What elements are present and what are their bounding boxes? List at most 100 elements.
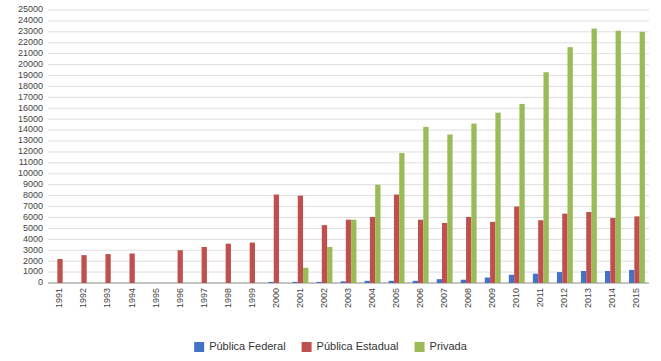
bar (226, 244, 231, 283)
bar (514, 207, 519, 283)
bar (351, 220, 356, 283)
bar (303, 268, 308, 283)
x-tick-label: 2001 (295, 288, 305, 308)
x-tick-label: 2015 (631, 288, 641, 308)
bar (629, 270, 634, 283)
grid-line (48, 173, 649, 174)
y-tick-label: 20000 (18, 59, 43, 69)
y-tick-label: 5000 (23, 223, 43, 233)
legend-swatch (415, 342, 425, 352)
bar (124, 283, 129, 284)
y-tick-label: 15000 (18, 114, 43, 124)
x-tick-label: 1998 (223, 288, 233, 308)
y-tick-label: 14000 (18, 124, 43, 134)
grid-line (48, 42, 649, 43)
x-tick-label: 2011 (535, 288, 545, 307)
bar (346, 220, 351, 283)
y-tick-label: 1000 (23, 266, 43, 276)
x-tick-label: 1991 (54, 288, 64, 308)
legend-item: Privada (415, 340, 468, 352)
y-tick-label: 16000 (18, 103, 43, 113)
x-tick-label: 2006 (415, 288, 425, 308)
bar (250, 243, 255, 283)
bar (196, 283, 201, 284)
chart-container: 0100020003000400050006000700080009000100… (0, 0, 661, 361)
bar (202, 247, 207, 283)
legend-swatch (302, 342, 312, 352)
bar (640, 32, 645, 283)
x-axis: 1991199219931994199519961997199819992000… (54, 288, 641, 308)
bar (413, 281, 418, 283)
y-tick-label: 13000 (18, 135, 43, 145)
x-tick-label: 1992 (78, 288, 88, 308)
bar (159, 283, 164, 284)
bar (298, 196, 303, 283)
bar (81, 255, 86, 283)
bar (509, 275, 514, 283)
bar (220, 283, 225, 284)
legend: Pública FederalPública EstadualPrivada (194, 340, 468, 352)
grid (48, 10, 649, 283)
grid-line (48, 217, 649, 218)
grid-line (48, 130, 649, 131)
bar (466, 217, 471, 283)
x-tick-label: 2003 (343, 288, 353, 308)
bar (519, 104, 524, 283)
y-tick-label: 23000 (18, 26, 43, 36)
y-tick-label: 10000 (18, 168, 43, 178)
bar (268, 282, 273, 283)
bar (394, 195, 399, 283)
grid-line (48, 53, 649, 54)
x-tick-label: 2000 (271, 288, 281, 308)
bar (437, 279, 442, 283)
grid-line (48, 75, 649, 76)
bar (490, 222, 495, 283)
grid-line (48, 64, 649, 65)
legend-item: Pública Estadual (302, 340, 399, 352)
bar (375, 185, 380, 283)
grid-line (48, 20, 649, 21)
bar (135, 283, 140, 284)
y-tick-label: 9000 (23, 179, 43, 189)
y-tick-label: 24000 (18, 15, 43, 25)
bar (423, 127, 428, 283)
bar (57, 259, 62, 283)
bar (447, 134, 452, 283)
y-tick-label: 12000 (18, 146, 43, 156)
bar (63, 283, 68, 284)
grid-line (48, 97, 649, 98)
bar (533, 274, 538, 283)
grid-line (48, 108, 649, 109)
y-tick-label: 19000 (18, 70, 43, 80)
x-tick-label: 2009 (487, 288, 497, 308)
grid-line (48, 184, 649, 185)
x-tick-label: 2010 (511, 288, 521, 308)
bar (244, 283, 249, 284)
bar (557, 272, 562, 283)
x-tick-label: 2004 (367, 288, 377, 308)
bar (279, 283, 284, 284)
bar (274, 195, 279, 283)
x-tick-label: 2005 (391, 288, 401, 308)
bar (105, 254, 110, 283)
grid-line (48, 119, 649, 120)
x-tick-label: 1997 (199, 288, 209, 308)
bar (592, 29, 597, 283)
bar-series (303, 29, 645, 283)
bar (634, 216, 639, 283)
x-tick-label: 1993 (102, 288, 112, 308)
x-tick-label: 1996 (175, 288, 185, 308)
y-tick-label: 7000 (23, 201, 43, 211)
y-tick-label: 18000 (18, 81, 43, 91)
bar-series (57, 195, 639, 283)
grid-line (48, 206, 649, 207)
bar (461, 280, 466, 283)
bar (471, 124, 476, 283)
grid-line (48, 195, 649, 196)
y-tick-label: 21000 (18, 48, 43, 58)
bar (562, 214, 567, 283)
bar (207, 283, 212, 284)
bar (616, 31, 621, 283)
bar (495, 113, 500, 283)
y-tick-label: 4000 (23, 234, 43, 244)
